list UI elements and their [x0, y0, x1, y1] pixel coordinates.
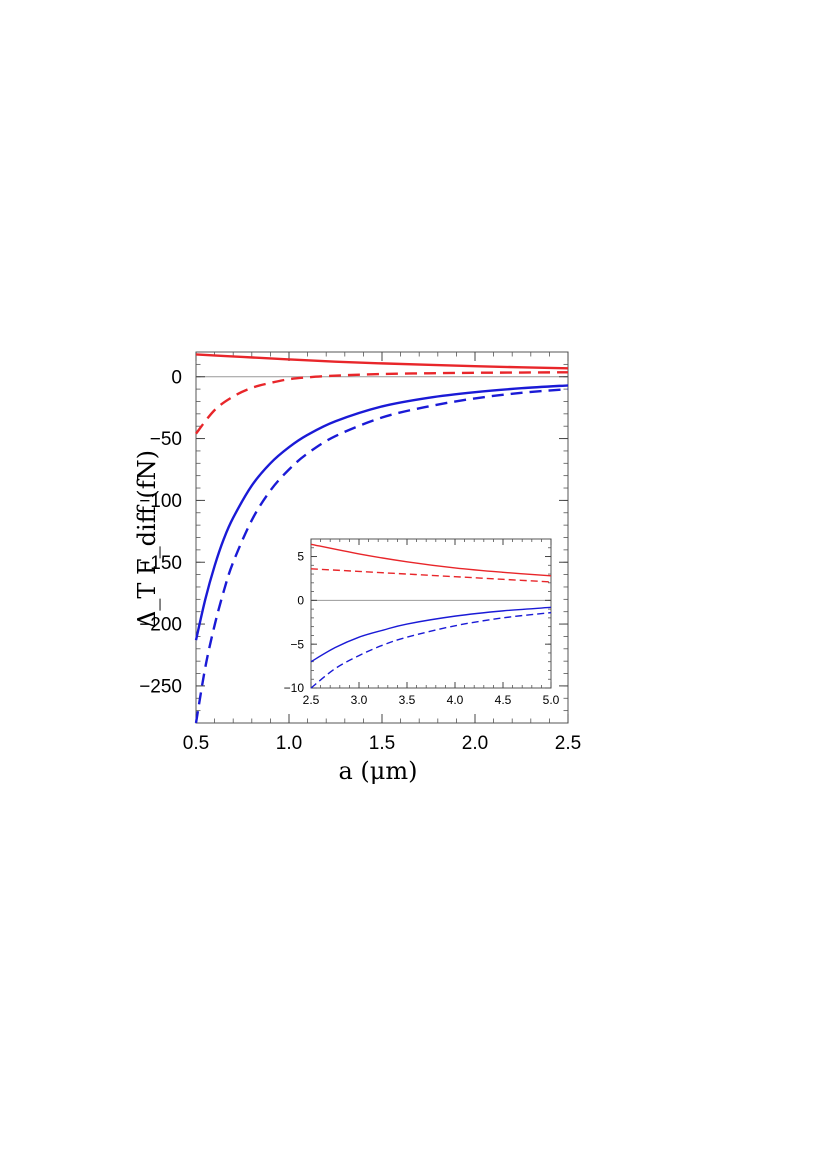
x-tick-label: 4.5 — [495, 693, 512, 707]
y-axis-title: Δ_T F_diff (fN) — [133, 450, 161, 628]
y-tick-label: −250 — [139, 677, 182, 698]
series-line-1 — [310, 543, 552, 577]
series-line-2 — [195, 371, 569, 435]
x-tick-label: 3.5 — [399, 693, 416, 707]
y-tick-label: −200 — [139, 615, 182, 636]
x-tick-label: 4.0 — [447, 693, 464, 707]
y-tick-label: 0 — [297, 594, 304, 608]
x-tick-label: 1.5 — [369, 733, 395, 754]
series-line-4 — [310, 611, 552, 689]
main-plot: 0.5 1.0 1.5 2.0 2.50−50−100−150−200−250 — [139, 351, 581, 754]
y-tick-label: −10 — [284, 681, 305, 695]
x-axis-title: a (μm) — [338, 757, 417, 785]
x-tick-label: 2.5 — [303, 693, 320, 707]
y-tick-label: −50 — [150, 429, 182, 450]
y-tick-label: −5 — [290, 637, 304, 651]
y-tick-label: −150 — [139, 553, 182, 574]
y-tick-label: −100 — [139, 491, 182, 512]
x-tick-label: 5.0 — [543, 693, 560, 707]
x-tick-label: 2.5 — [555, 733, 581, 754]
y-tick-label: 5 — [297, 550, 304, 564]
series-line-3 — [194, 384, 569, 641]
inset-plot: 2.5 3.0 3.5 4.0 4.5 5.0 5 0 −5 −10 — [284, 538, 560, 707]
x-tick-label: 1.0 — [276, 733, 302, 754]
y-tick-label: 0 — [171, 367, 182, 388]
series-line-4 — [194, 387, 569, 724]
x-tick-label: 2.0 — [462, 733, 488, 754]
x-tick-label: 0.5 — [183, 733, 209, 754]
x-tick-label: 3.0 — [351, 693, 368, 707]
series-line-1 — [195, 353, 569, 370]
plot-frame — [310, 538, 552, 689]
series-line-3 — [310, 606, 552, 663]
